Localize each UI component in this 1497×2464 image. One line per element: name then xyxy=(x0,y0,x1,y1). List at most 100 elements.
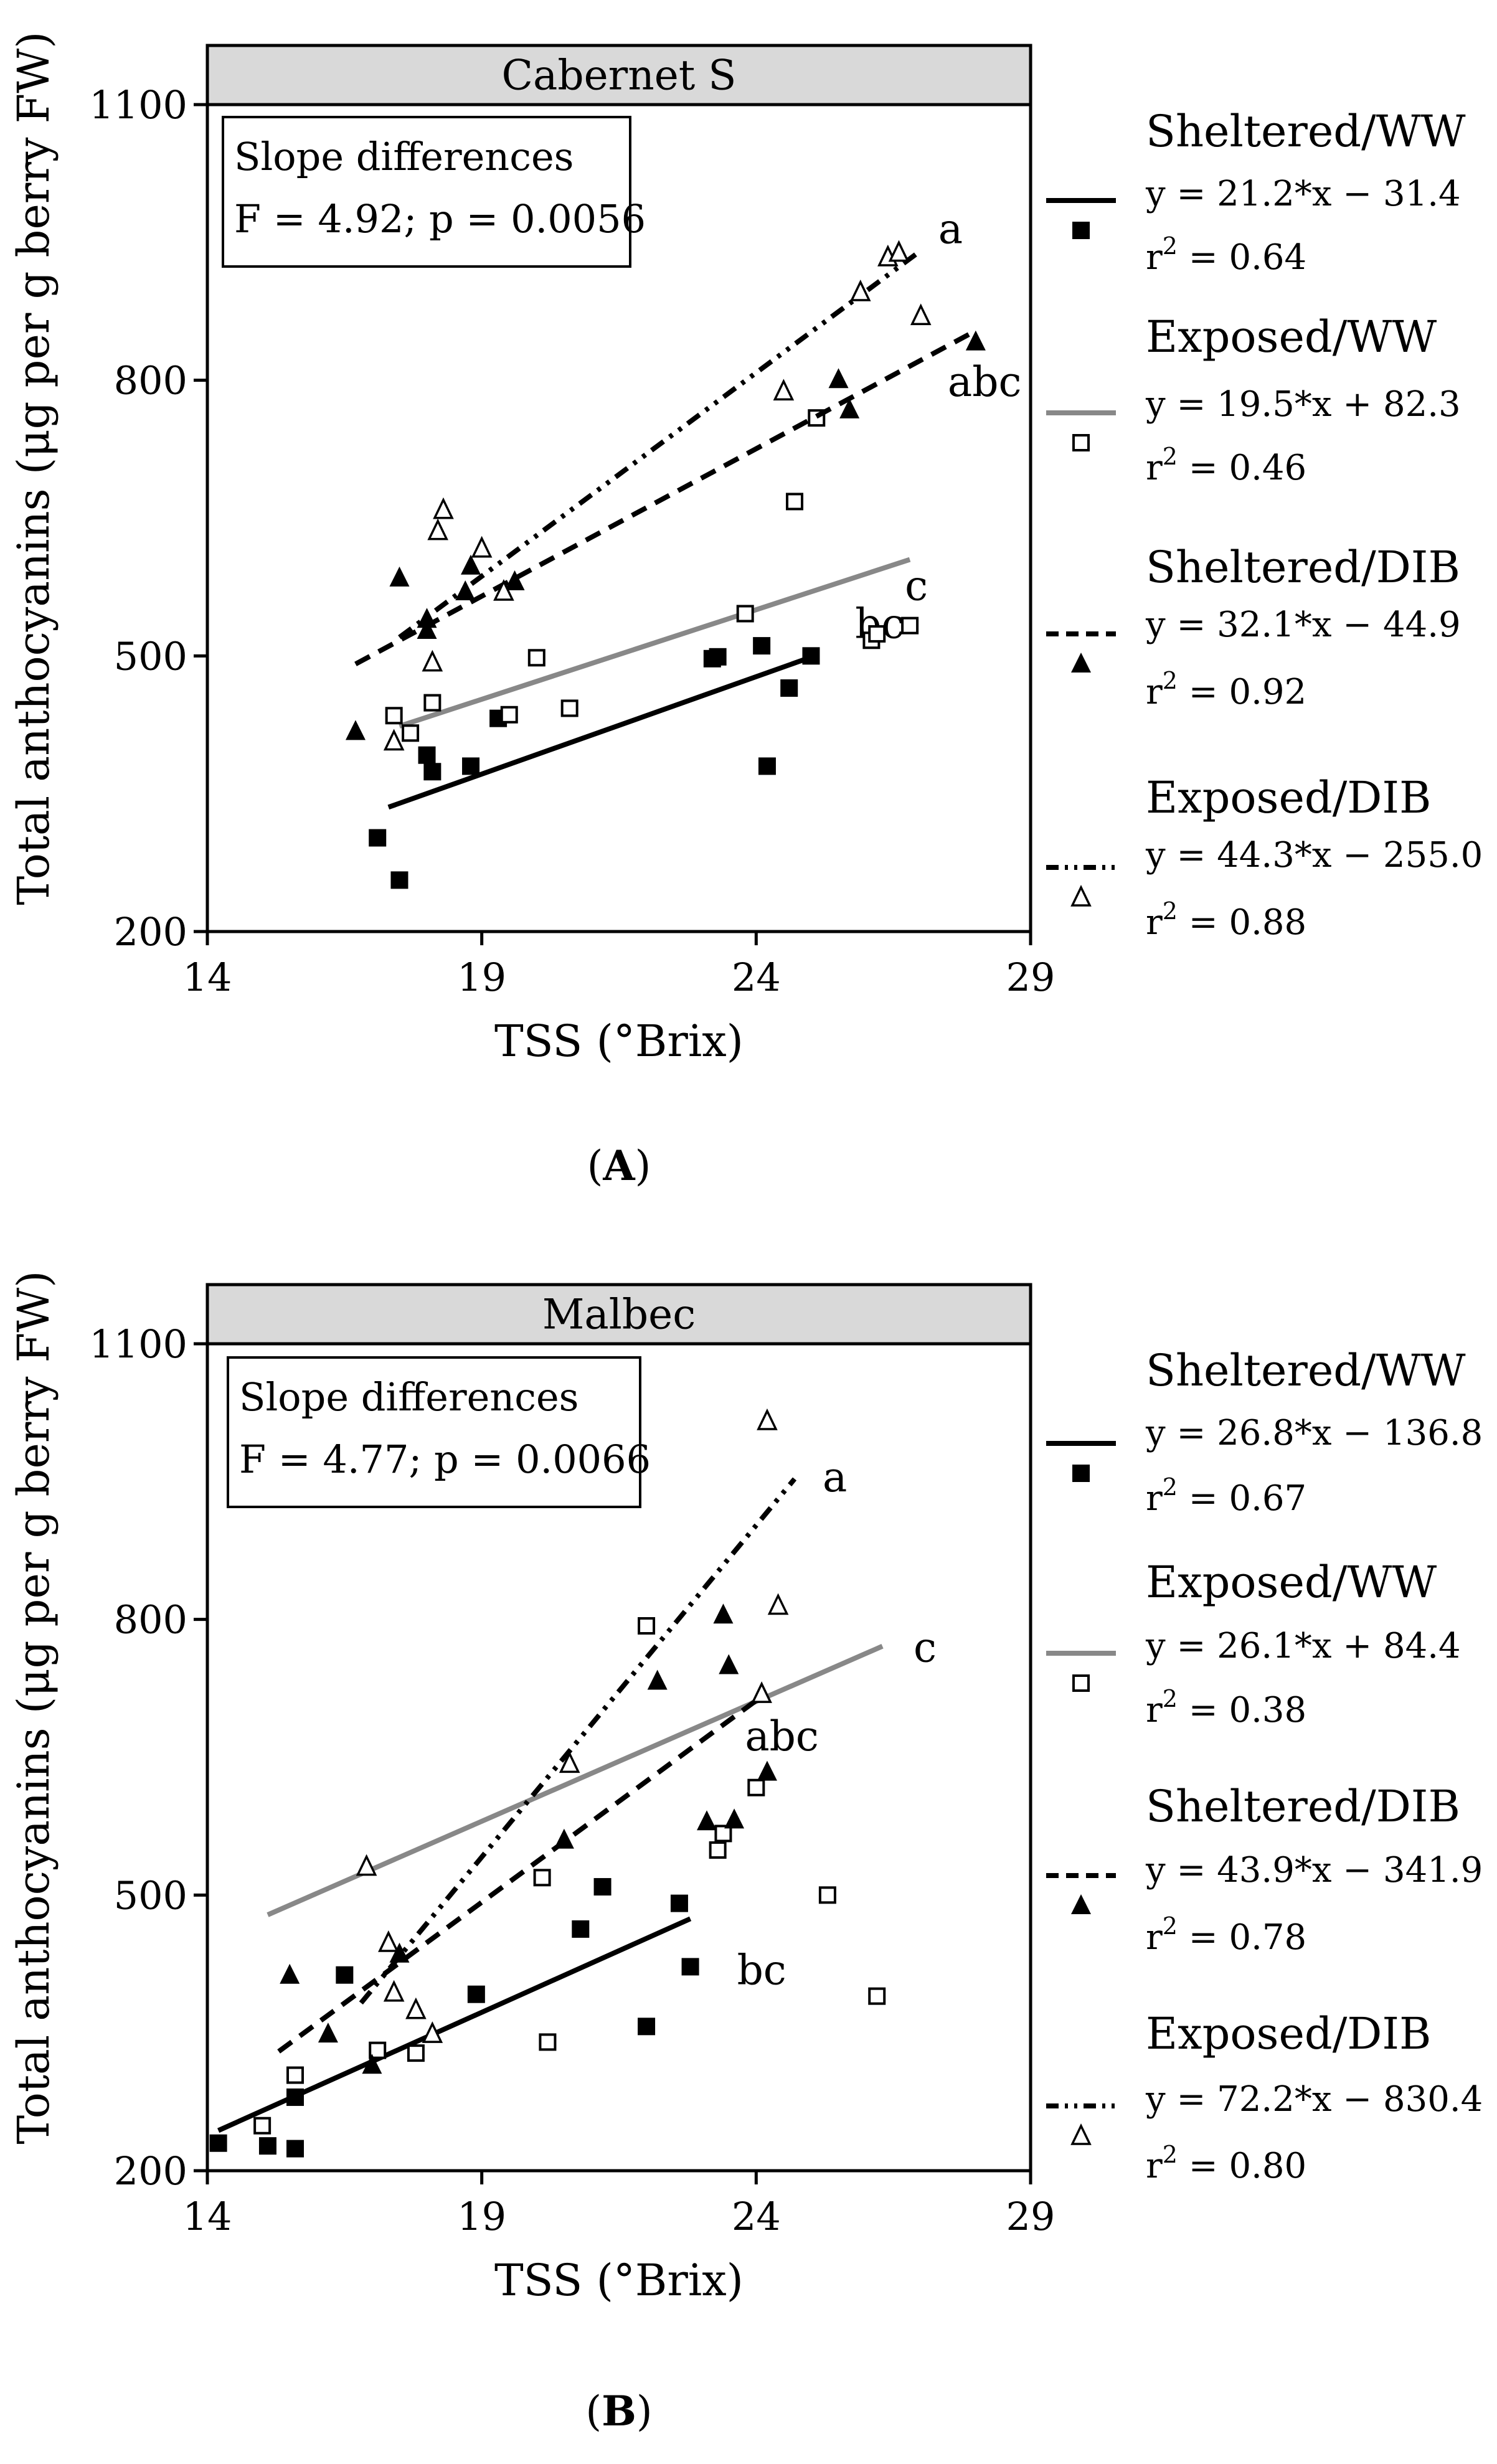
regression-line xyxy=(387,653,818,810)
panel-header-bar xyxy=(205,44,1032,106)
regression-line xyxy=(359,1477,797,2005)
legend-marker xyxy=(1072,1674,1090,1692)
legend-r2-value: = 0.46 xyxy=(1178,448,1306,488)
group-label: abc xyxy=(948,358,1022,406)
legend-r2-exponent: 2 xyxy=(1163,1912,1178,1940)
data-point xyxy=(786,493,804,511)
regression-line xyxy=(277,1698,758,2054)
x-axis-title: TSS (°Brix) xyxy=(494,1016,744,1067)
legend-r2-prefix: r xyxy=(1146,1478,1163,1519)
regression-line xyxy=(354,328,977,666)
data-point xyxy=(747,1778,765,1796)
legend-r2-exponent: 2 xyxy=(1163,1473,1178,1501)
legend-r2-exponent: 2 xyxy=(1163,1685,1178,1712)
data-point xyxy=(753,637,771,655)
panel-caption: (A) xyxy=(587,1141,651,1190)
legend-equation: y = 19.5*x + 82.3 xyxy=(1145,384,1461,425)
legend-title: Exposed/WW xyxy=(1146,1557,1437,1608)
legend-r2-prefix: r xyxy=(1146,1690,1163,1730)
legend-r2-prefix: r xyxy=(1146,672,1163,712)
legend-r2: r2 = 0.92 xyxy=(1146,667,1306,712)
slope-box-stat: F = 4.77; p = 0.0066 xyxy=(239,1437,651,1482)
plot-frame xyxy=(205,1342,1032,2173)
panel-caption: (B) xyxy=(585,2387,652,2435)
legend-r2-exponent: 2 xyxy=(1163,232,1178,260)
y-tick-label: 1100 xyxy=(89,1321,187,1367)
panel-title: Cabernet S xyxy=(502,52,737,100)
legend-r2: r2 = 0.78 xyxy=(1146,1912,1306,1958)
slope-box-title: Slope differences xyxy=(234,134,574,179)
legend-marker xyxy=(1072,434,1090,451)
data-point xyxy=(345,720,366,740)
legend-title: Exposed/DIB xyxy=(1146,772,1432,823)
legend-r2-value: = 0.78 xyxy=(1178,1917,1306,1958)
legend-r2-exponent: 2 xyxy=(1163,2141,1178,2168)
data-point xyxy=(888,240,910,262)
legend-r2-exponent: 2 xyxy=(1163,667,1178,694)
legend-r2-prefix: r xyxy=(1146,2146,1163,2186)
slope-box-stat: F = 4.92; p = 0.0056 xyxy=(234,196,646,242)
data-point xyxy=(539,2033,557,2051)
legend-r2: r2 = 0.38 xyxy=(1146,1685,1306,1730)
data-point xyxy=(422,649,443,672)
data-point xyxy=(910,303,932,326)
legend-r2-prefix: r xyxy=(1146,902,1163,943)
legend-title: Exposed/DIB xyxy=(1146,2008,1432,2059)
data-point xyxy=(389,566,410,587)
y-tick-label: 800 xyxy=(114,1597,187,1643)
data-point xyxy=(417,608,437,628)
legend-r2: r2 = 0.88 xyxy=(1146,897,1306,943)
legend-equation: y = 21.2*x − 31.4 xyxy=(1145,174,1461,214)
data-point xyxy=(533,1869,551,1887)
slope-box xyxy=(222,116,631,268)
data-point xyxy=(418,746,436,764)
caption-open: ( xyxy=(585,2387,602,2435)
data-point xyxy=(280,1963,300,1984)
data-point xyxy=(560,699,578,717)
data-point xyxy=(405,1997,427,2019)
y-axis-title: Total anthocyanins (μg per g berry FW) xyxy=(8,32,59,905)
legend-equation: y = 26.8*x − 136.8 xyxy=(1145,1413,1483,1453)
legend-equation: y = 44.3*x − 255.0 xyxy=(1145,835,1483,876)
x-tick-label: 14 xyxy=(183,955,232,1000)
data-point xyxy=(554,1828,574,1849)
legend-marker xyxy=(1070,2123,1092,2145)
caption-open: ( xyxy=(587,1142,603,1190)
data-point xyxy=(286,2066,305,2084)
y-tick-label: 800 xyxy=(114,358,187,404)
data-point xyxy=(286,2140,305,2158)
data-point xyxy=(839,398,860,418)
data-point xyxy=(758,757,776,775)
data-point xyxy=(356,1854,377,1876)
data-point xyxy=(383,1980,405,2002)
legend-r2-prefix: r xyxy=(1146,448,1163,488)
legend-r2-value: = 0.64 xyxy=(1178,237,1306,278)
legend-r2-prefix: r xyxy=(1146,237,1163,278)
caption-letter: A xyxy=(602,1141,635,1190)
data-point xyxy=(713,1603,734,1624)
x-tick-label: 29 xyxy=(1006,955,1055,1000)
group-label: c xyxy=(905,562,928,610)
regression-line xyxy=(399,557,911,729)
data-point xyxy=(407,2044,425,2062)
data-point xyxy=(638,2018,656,2036)
data-point xyxy=(681,1958,699,1976)
legend-title: Sheltered/DIB xyxy=(1146,542,1460,593)
y-axis-title: Total anthocyanins (μg per g berry FW) xyxy=(8,1271,59,2145)
data-point xyxy=(390,871,408,889)
legend-r2: r2 = 0.67 xyxy=(1146,1473,1306,1519)
y-tick-label: 200 xyxy=(114,2148,187,2194)
x-tick-label: 14 xyxy=(183,2194,232,2239)
data-point xyxy=(369,829,387,847)
legend-marker xyxy=(1072,222,1090,239)
data-point xyxy=(559,1751,580,1773)
data-point xyxy=(493,579,514,601)
legend-r2: r2 = 0.80 xyxy=(1146,2141,1306,2186)
data-point xyxy=(757,1408,778,1430)
y-tick-label: 200 xyxy=(114,909,187,955)
data-point xyxy=(471,536,493,558)
data-point xyxy=(828,368,849,389)
legend-r2-value: = 0.80 xyxy=(1178,2146,1306,2186)
legend-title: Sheltered/WW xyxy=(1146,106,1466,157)
